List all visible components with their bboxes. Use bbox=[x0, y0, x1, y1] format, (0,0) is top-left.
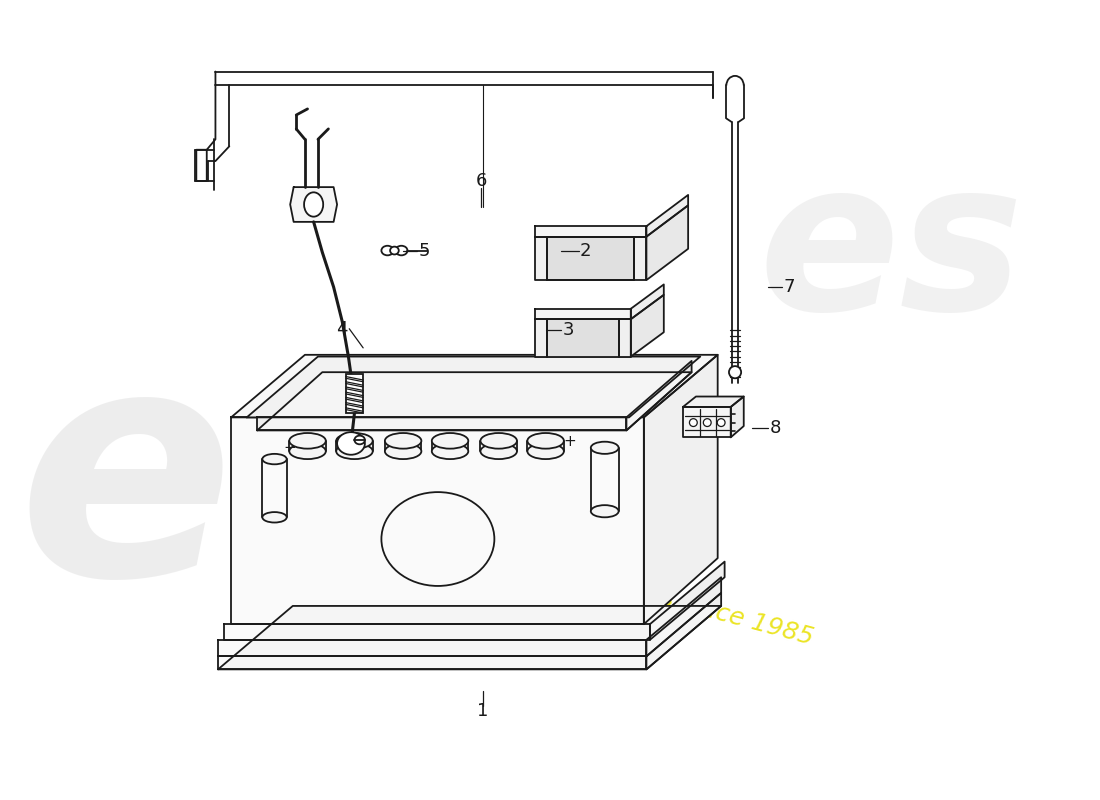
Text: a passion for parts since 1985: a passion for parts since 1985 bbox=[446, 529, 816, 650]
Ellipse shape bbox=[304, 192, 323, 217]
Ellipse shape bbox=[729, 366, 741, 378]
Ellipse shape bbox=[432, 433, 469, 449]
Polygon shape bbox=[290, 187, 337, 222]
Ellipse shape bbox=[703, 418, 712, 426]
Text: 2: 2 bbox=[580, 242, 592, 259]
Polygon shape bbox=[647, 593, 722, 670]
Polygon shape bbox=[345, 374, 363, 413]
Text: 7: 7 bbox=[783, 278, 794, 296]
Text: 8: 8 bbox=[769, 419, 781, 437]
Polygon shape bbox=[626, 361, 692, 430]
Polygon shape bbox=[536, 237, 548, 280]
Polygon shape bbox=[257, 418, 626, 430]
Polygon shape bbox=[647, 195, 689, 237]
Polygon shape bbox=[730, 397, 744, 438]
Polygon shape bbox=[683, 397, 744, 407]
Polygon shape bbox=[536, 309, 630, 319]
Polygon shape bbox=[536, 226, 647, 237]
Text: 5: 5 bbox=[418, 242, 430, 259]
Polygon shape bbox=[246, 357, 701, 418]
Ellipse shape bbox=[717, 418, 725, 426]
Polygon shape bbox=[257, 372, 692, 430]
Polygon shape bbox=[224, 624, 650, 640]
Polygon shape bbox=[644, 355, 717, 624]
Text: es: es bbox=[759, 151, 1024, 354]
Ellipse shape bbox=[481, 443, 517, 459]
Ellipse shape bbox=[591, 442, 618, 454]
Ellipse shape bbox=[354, 436, 365, 444]
Ellipse shape bbox=[481, 433, 517, 449]
Ellipse shape bbox=[382, 246, 394, 255]
Polygon shape bbox=[218, 640, 647, 656]
Ellipse shape bbox=[591, 505, 618, 518]
Ellipse shape bbox=[263, 512, 287, 522]
Ellipse shape bbox=[289, 443, 326, 459]
Polygon shape bbox=[548, 319, 618, 357]
Polygon shape bbox=[231, 355, 717, 418]
Ellipse shape bbox=[337, 443, 373, 459]
Ellipse shape bbox=[382, 492, 494, 586]
Polygon shape bbox=[647, 206, 689, 280]
Polygon shape bbox=[630, 285, 663, 319]
Polygon shape bbox=[647, 578, 722, 656]
Ellipse shape bbox=[385, 443, 421, 459]
Text: 6: 6 bbox=[475, 172, 487, 190]
Polygon shape bbox=[218, 656, 647, 670]
Ellipse shape bbox=[390, 246, 399, 254]
Ellipse shape bbox=[432, 443, 469, 459]
Ellipse shape bbox=[395, 246, 407, 255]
Polygon shape bbox=[630, 295, 663, 357]
Ellipse shape bbox=[690, 418, 697, 426]
Text: −: − bbox=[284, 440, 297, 455]
Polygon shape bbox=[218, 606, 722, 670]
Ellipse shape bbox=[527, 433, 564, 449]
Polygon shape bbox=[618, 319, 630, 357]
Text: 4: 4 bbox=[337, 320, 348, 338]
Ellipse shape bbox=[385, 433, 421, 449]
Polygon shape bbox=[196, 71, 216, 181]
Ellipse shape bbox=[289, 433, 326, 449]
Ellipse shape bbox=[263, 454, 287, 464]
Ellipse shape bbox=[337, 433, 373, 449]
Polygon shape bbox=[650, 562, 725, 640]
Ellipse shape bbox=[337, 432, 365, 454]
Text: 1: 1 bbox=[477, 702, 488, 720]
Text: 3: 3 bbox=[562, 322, 574, 339]
Text: eur: eur bbox=[16, 332, 619, 642]
Polygon shape bbox=[548, 237, 635, 280]
Text: +: + bbox=[563, 434, 576, 450]
Polygon shape bbox=[231, 418, 644, 624]
Ellipse shape bbox=[527, 443, 564, 459]
Polygon shape bbox=[635, 237, 647, 280]
Polygon shape bbox=[683, 407, 730, 438]
Polygon shape bbox=[536, 319, 548, 357]
